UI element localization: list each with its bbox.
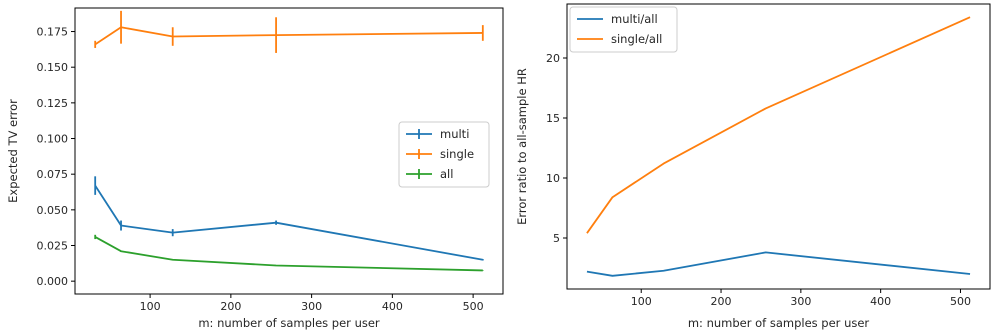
x-axis-label: m: number of samples per user — [198, 316, 380, 330]
legend-box — [398, 121, 490, 188]
y-tick-label: 10 — [546, 172, 560, 185]
x-tick-label: 100 — [631, 295, 652, 308]
tv-error-chart: 100 200 300 400 500 0.000 0.025 0.050 0.075 0.100… — [6, 7, 504, 330]
y-tick-label: 0.000 — [37, 275, 69, 288]
series-line-single-all — [586, 16, 971, 234]
legend-label-single-all: single/all — [611, 32, 662, 46]
y-tick-label: 0.025 — [37, 240, 69, 253]
y-axis-label: Error ratio to all-sample HR — [515, 68, 529, 225]
x-tick-label: 200 — [220, 300, 241, 313]
error-ratio-chart: 100 200 300 400 500 5 10 15 20 m: number of sampl… — [515, 3, 991, 330]
x-tick-label: 300 — [790, 295, 811, 308]
y-tick-label: 20 — [546, 52, 560, 65]
x-tick-label: 300 — [301, 300, 322, 313]
x-tick-label: 400 — [870, 295, 891, 308]
y-axis-label: Expected TV error — [6, 99, 20, 203]
y-tick-label: 0.175 — [37, 26, 69, 39]
legend-label-single: single — [440, 147, 474, 161]
legend-label-all: all — [440, 167, 453, 181]
legend-label-multi: multi — [440, 127, 469, 141]
series-line-multi-all — [586, 251, 971, 277]
plot-frame — [566, 3, 991, 290]
x-tick-label: 500 — [950, 295, 971, 308]
series-line-single — [94, 26, 483, 46]
x-tick-label: 100 — [140, 300, 161, 313]
y-tick-label: 0.050 — [37, 204, 69, 217]
x-tick-label: 400 — [382, 300, 403, 313]
y-tick-label: 0.100 — [37, 133, 69, 146]
series-line-all — [94, 236, 483, 272]
x-tick-label: 200 — [711, 295, 732, 308]
y-tick-label: 0.125 — [37, 97, 69, 110]
y-tick-label: 0.150 — [37, 61, 69, 74]
plot-frame — [74, 7, 504, 295]
y-tick-label: 0.075 — [37, 168, 69, 181]
legend-label-multi-all: multi/all — [611, 12, 658, 26]
x-axis-label: m: number of samples per user — [688, 316, 870, 330]
series-line-multi — [94, 185, 483, 261]
x-tick-label: 500 — [463, 300, 484, 313]
y-tick-label: 15 — [546, 112, 560, 125]
y-tick-label: 5 — [553, 232, 560, 245]
legend: multi/all single/all — [569, 6, 678, 53]
legend: multi single all — [398, 121, 490, 188]
